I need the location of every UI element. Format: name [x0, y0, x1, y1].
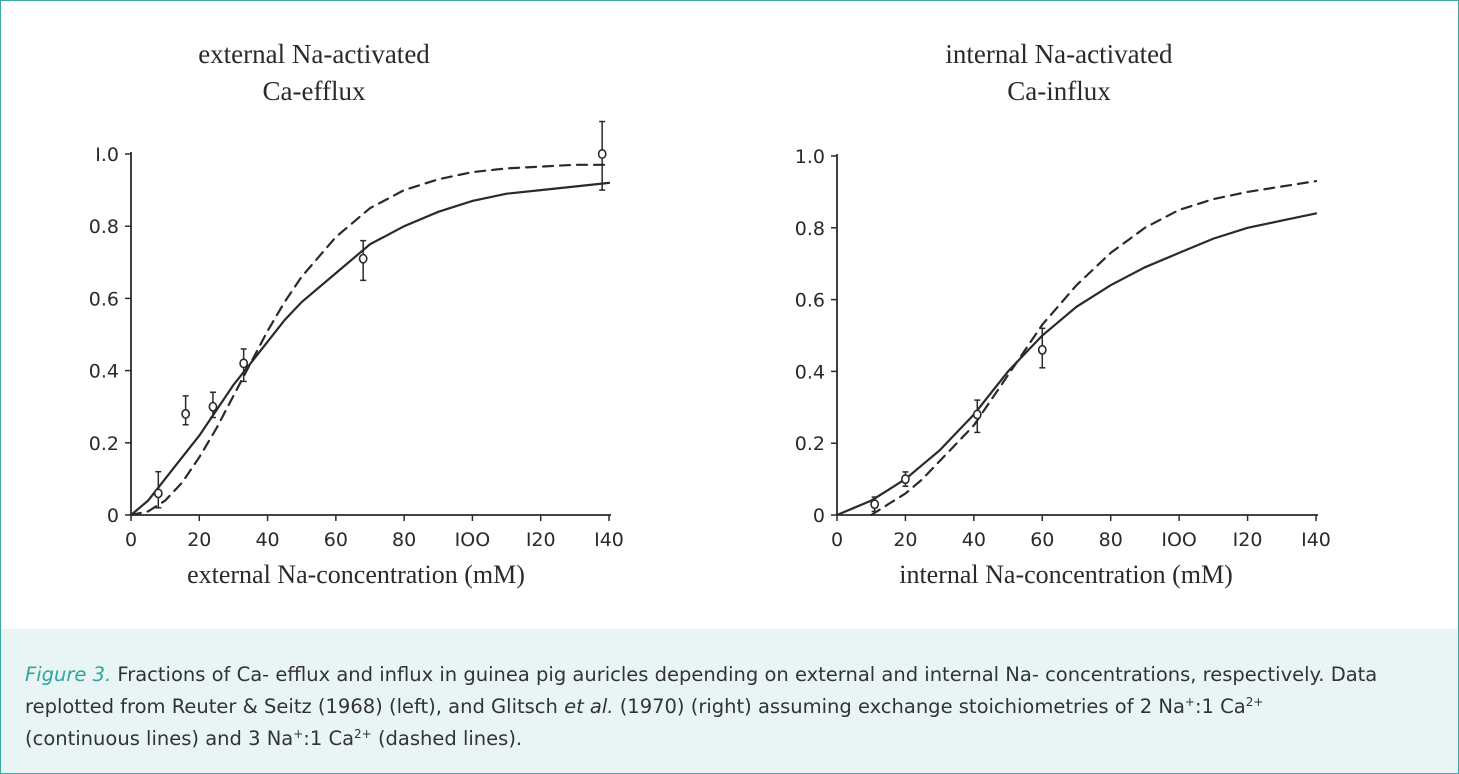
chart2-y-tick-label: 0: [813, 505, 825, 527]
chart2-title-line-2: Ca-influx: [1007, 76, 1111, 106]
chart1-x-tick-label: IOO: [455, 529, 491, 551]
caption-sup-ca: 2+: [1245, 695, 1264, 709]
chart2-y-tick-label: 0.6: [795, 290, 825, 312]
chart2-x-axis-label: internal Na-concentration (mM): [899, 560, 1233, 589]
chart-canvas: external Na-activated Ca-efflux 0 20 40 60 80 I…: [89, 39, 1331, 589]
chart2-x-tick-label: 60: [1030, 529, 1054, 551]
chart1-title-line-1: external Na-activated: [198, 39, 430, 69]
caption-sup-ca-2: 2+: [354, 727, 372, 741]
chart2-y-tick-label: 1.0: [795, 146, 825, 168]
chart1-x-axis-label: external Na-concentration (mM): [187, 560, 525, 589]
chart1-y-tick-label: I.0: [95, 144, 119, 166]
chart1-y-tick-label: 0: [107, 505, 119, 527]
chart1-y-tick-label: 0.4: [89, 361, 119, 383]
chart1-solid-curve: [129, 181, 611, 517]
caption-text-line3c: (dashed lines).: [371, 727, 523, 750]
chart2-y-tick-label: 0.8: [795, 218, 825, 240]
chart2-data-point: [870, 499, 880, 510]
caption-text-line2c: (1970) (right) assuming exchange stoichi…: [613, 695, 1185, 718]
chart1-y-tick-label: 0.8: [89, 216, 119, 238]
caption-text-line1: Fractions of Ca- efflux and influx in gu…: [117, 663, 1378, 686]
caption-text-line3a: (continuous lines) and 3 Na: [25, 727, 294, 750]
caption-et-al: et al.: [564, 695, 614, 718]
chart1-data-point: [208, 401, 218, 412]
chart2-data-point: [901, 474, 910, 485]
chart2-x-tick-label: 0: [831, 529, 843, 551]
chart2-x-tick-label: I40: [1301, 529, 1331, 551]
chart1-x-tick-label: 20: [187, 529, 211, 551]
chart1-dashed-curve: [129, 163, 611, 517]
chart2-x-tick-label: I20: [1233, 529, 1263, 551]
chart1-x-tick-label: 60: [324, 529, 348, 551]
chart1-y-tick-label: 0.6: [89, 288, 119, 310]
chart1-x-tick-label: I40: [594, 529, 624, 551]
chart1-data-point: [358, 253, 368, 264]
chart1-x-tick-label: 0: [125, 529, 137, 551]
chart1-data-point: [181, 408, 191, 419]
figure-caption: Figure 3. Fractions of Ca- efflux and in…: [1, 629, 1458, 773]
chart1-y-tick-label: 0.2: [89, 433, 119, 455]
chart2-x-tick-label: 20: [893, 529, 917, 551]
chart1-x-tick-label: 40: [255, 529, 279, 551]
chart1-x-tick-label: 80: [392, 529, 416, 551]
chart2-solid-curve: [835, 212, 1318, 517]
chart1-data-point: [239, 358, 249, 369]
chart2-y-tick-label: 0.4: [795, 361, 825, 383]
chart2-y-tick-label: 0.2: [795, 433, 825, 455]
caption-figure-label: Figure 3.: [25, 663, 112, 686]
caption-text-line2d: :1 Ca: [1194, 695, 1246, 718]
chart2-title-line-1: internal Na-activated: [945, 39, 1173, 69]
chart2-x-tick-label: 80: [1099, 529, 1123, 551]
chart1-x-tick-label: I20: [526, 529, 556, 551]
chart1-data-point: [153, 488, 163, 499]
chart2-x-tick-label: IOO: [1161, 529, 1197, 551]
chart2-x-tick-label: 40: [962, 529, 986, 551]
chart2-data-point: [1037, 344, 1047, 355]
chart2-data-point: [972, 409, 982, 420]
caption-sup-na-2: +: [293, 727, 304, 741]
chart1-title-line-2: Ca-efflux: [263, 76, 366, 106]
chart2-dashed-curve: [870, 180, 1318, 517]
caption-sup-na: +: [1184, 695, 1195, 709]
caption-text-line3b: :1 Ca: [303, 727, 355, 750]
caption-text-line2a: replotted from Reuter & Seitz (1968) (le…: [25, 695, 565, 718]
plots-area: external Na-activated Ca-efflux 0 20 40 60 80 I…: [1, 1, 1458, 629]
chart1-data-point: [597, 149, 607, 160]
